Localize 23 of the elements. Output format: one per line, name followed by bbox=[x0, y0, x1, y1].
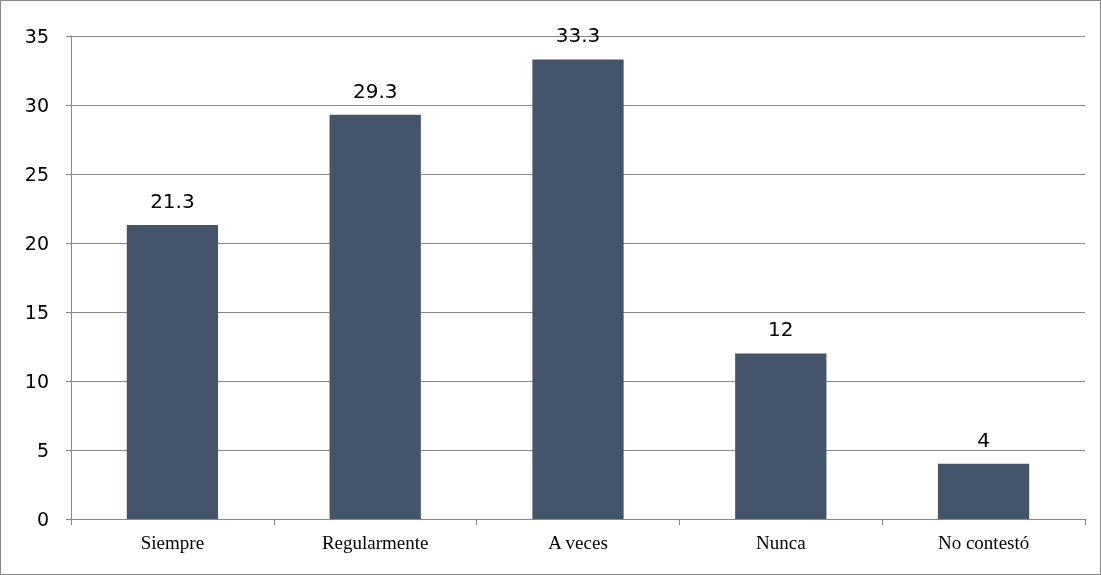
y-tick-label: 35 bbox=[24, 25, 49, 47]
bar bbox=[329, 114, 421, 519]
bar bbox=[532, 59, 624, 519]
bar bbox=[126, 225, 219, 519]
x-tick-label: A veces bbox=[548, 532, 608, 553]
x-tick-label: No contestó bbox=[937, 532, 1030, 553]
data-label: 21.3 bbox=[150, 189, 195, 214]
y-tick-label: 25 bbox=[24, 163, 49, 185]
x-tick-label: Regularmente bbox=[321, 532, 429, 553]
data-label: 33.3 bbox=[555, 23, 601, 48]
y-tick-label: 20 bbox=[24, 232, 49, 254]
y-tick-label: 0 bbox=[36, 508, 49, 530]
data-label: 12 bbox=[768, 317, 794, 342]
data-label: 29.3 bbox=[352, 78, 398, 103]
y-tick-label: 30 bbox=[24, 94, 49, 116]
bar bbox=[937, 463, 1030, 519]
y-tick-label: 10 bbox=[24, 370, 49, 392]
x-tick-label: Nunca bbox=[756, 532, 807, 553]
data-label: 4 bbox=[977, 427, 990, 452]
y-tick-label: 5 bbox=[36, 439, 49, 461]
y-tick-label: 15 bbox=[24, 301, 49, 323]
x-tick-label: Siempre bbox=[140, 532, 205, 553]
bar bbox=[735, 353, 827, 519]
